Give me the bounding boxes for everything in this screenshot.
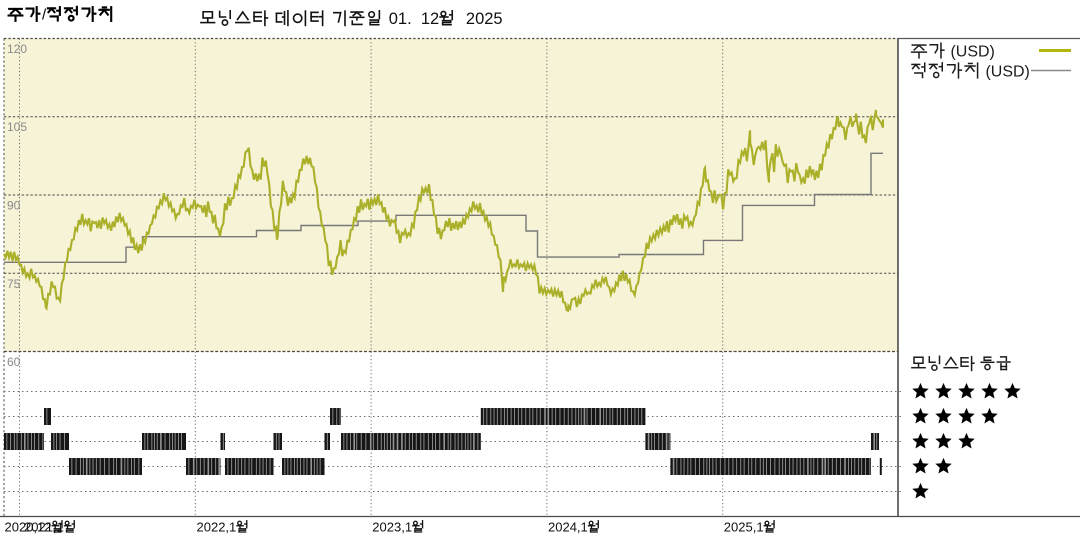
svg-text:01. 12: 01. 12 <box>384 10 439 28</box>
svg-text:120: 120 <box>7 42 27 56</box>
svg-text:2023,1: 2023,1 <box>372 519 412 534</box>
svg-text:90: 90 <box>7 199 21 213</box>
svg-text:2025,1: 2025,1 <box>724 519 764 534</box>
svg-text:2022,1: 2022,1 <box>197 519 237 534</box>
svg-text:2024,1: 2024,1 <box>548 519 588 534</box>
svg-text:(USD): (USD) <box>946 43 995 60</box>
svg-text:/: / <box>42 6 47 23</box>
svg-text:2025: 2025 <box>457 10 503 28</box>
svg-text:60: 60 <box>7 355 21 369</box>
svg-text:2021,1: 2021,1 <box>24 519 64 534</box>
svg-text:105: 105 <box>7 120 27 134</box>
svg-text:75: 75 <box>7 277 21 291</box>
svg-text:2020,12: 2020,12 <box>5 519 52 534</box>
svg-text:(USD): (USD) <box>981 63 1030 80</box>
